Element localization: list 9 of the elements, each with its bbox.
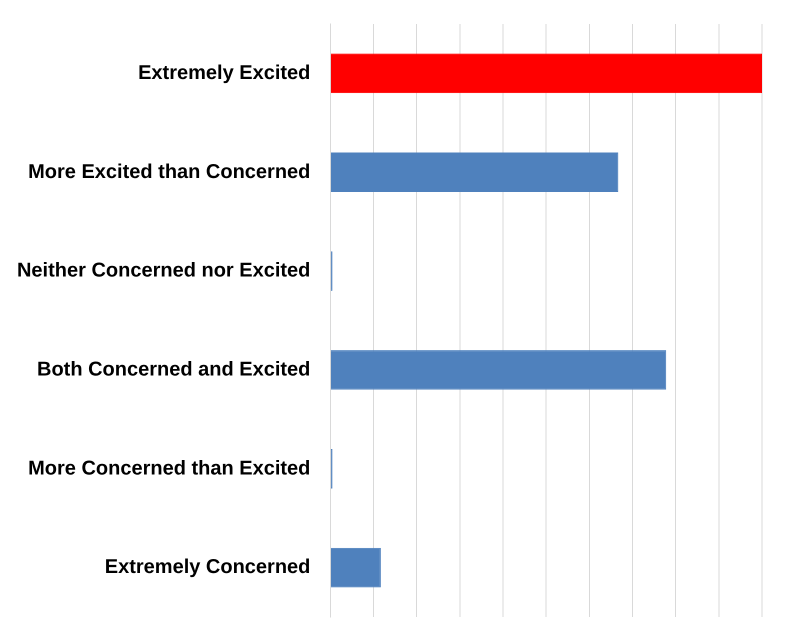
bar xyxy=(330,54,762,94)
y-tick-label: More Concerned than Excited xyxy=(28,457,310,480)
y-tick-label: Neither Concerned nor Excited xyxy=(16,260,310,282)
y-tick-label: Both Concerned and Excited xyxy=(37,358,310,380)
y-tick-label: More Excited than Concerned xyxy=(28,160,310,183)
y-tick-label: Extremely Excited xyxy=(138,62,310,84)
bar xyxy=(330,350,666,390)
y-tick-label: Extremely Concerned xyxy=(104,556,310,578)
bar xyxy=(330,152,618,192)
